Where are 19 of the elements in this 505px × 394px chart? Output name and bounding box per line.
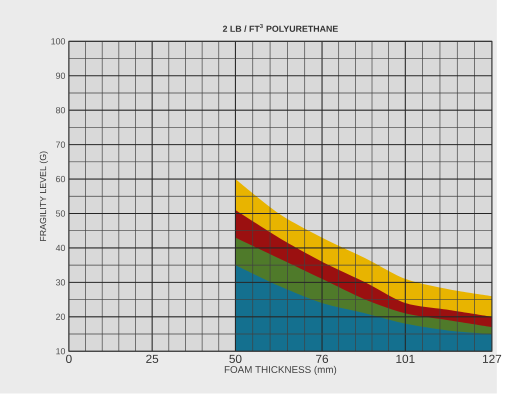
x-tick-label: 76 bbox=[316, 354, 328, 364]
y-tick-label: 80 bbox=[56, 107, 66, 114]
y-tick-label: 70 bbox=[56, 142, 66, 148]
y-tick-label: 30 bbox=[56, 279, 66, 286]
chart-title: 2 LB / FT$^{3}$ POLYURETHANE bbox=[222, 24, 338, 32]
y-tick-label: 50 bbox=[56, 210, 66, 217]
x-tick-label: 0 bbox=[66, 354, 72, 364]
x-tick-label: 127 bbox=[483, 354, 502, 364]
x-tick-label: 25 bbox=[146, 354, 158, 364]
y-tick-label: 40 bbox=[56, 245, 66, 252]
y-tick-label: 100 bbox=[51, 38, 66, 45]
x-tick-label: 50 bbox=[229, 354, 242, 364]
y-tick-label: 10 bbox=[56, 348, 66, 355]
y-tick-label: 60 bbox=[56, 176, 66, 182]
y-axis-title: FRAGILITY LEVEL (G) bbox=[40, 152, 48, 242]
x-tick-label: 101 bbox=[396, 354, 415, 364]
x-axis-title: FOAM THICKNESS (mm) bbox=[224, 366, 336, 376]
y-tick-label: 20 bbox=[56, 314, 66, 320]
y-tick-label: 90 bbox=[56, 72, 66, 80]
